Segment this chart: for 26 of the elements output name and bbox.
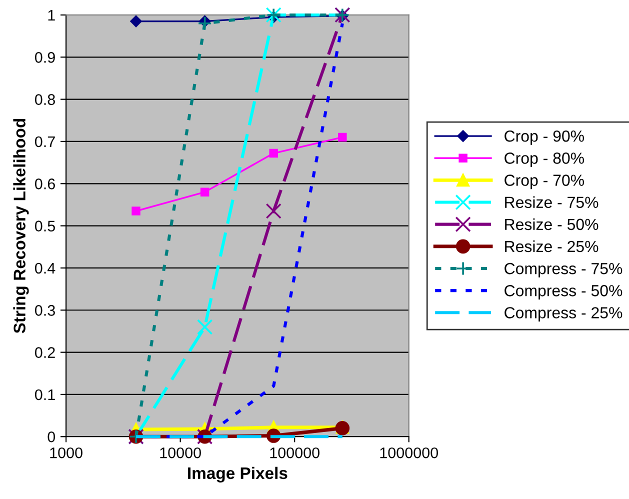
legend-label: Crop - 80%	[504, 152, 584, 168]
legend-label: Resize - 25%	[505, 240, 598, 252]
y-tick-label: 1	[48, 10, 55, 21]
legend-label: Compress - 25%	[504, 307, 622, 322]
x-axis-title: Image Pixels	[188, 466, 288, 482]
x-tick-label: 100000	[270, 447, 320, 458]
y-tick-label: 0.2	[34, 347, 55, 358]
y-tick-label: 0	[48, 431, 56, 442]
y-tick-label: 0.9	[34, 52, 55, 63]
x-tick-label: 1000	[50, 447, 82, 458]
y-tick-label: 0.8	[34, 94, 55, 105]
legend-label: Resize - 50%	[505, 218, 598, 230]
y-axis-title: String Recovery Likelihood	[13, 118, 29, 334]
x-tick-label: 10000	[160, 447, 201, 458]
legend-label: Crop - 70%	[504, 174, 584, 190]
legend-label: Crop - 90%	[504, 130, 584, 145]
legend-label: Compress - 50%	[504, 285, 622, 300]
x-tick-label: 1000000	[380, 447, 438, 458]
y-tick-label: 0.6	[34, 178, 55, 190]
y-tick-label: 0.5	[34, 220, 55, 232]
y-tick-label: 0.4	[34, 262, 56, 274]
legend-label: Compress - 75%	[504, 262, 622, 278]
y-tick-label: 0.3	[34, 304, 55, 316]
legend-label: Resize - 75%	[505, 196, 598, 208]
y-tick-label: 0.1	[34, 389, 55, 400]
y-tick-label: 0.7	[34, 136, 55, 148]
